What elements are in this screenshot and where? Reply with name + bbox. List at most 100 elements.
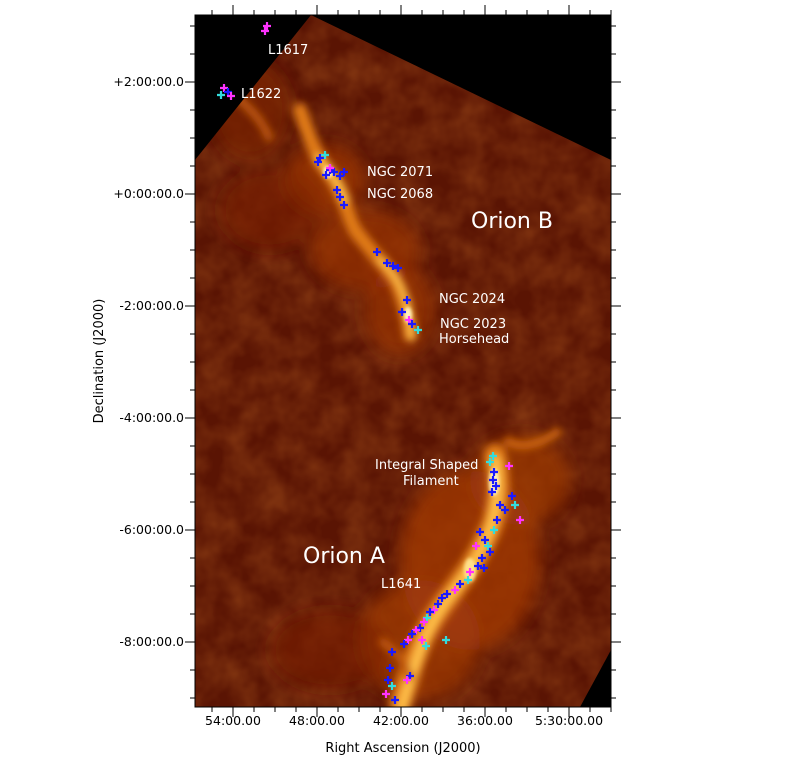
x-tick-label: 48:00.00: [289, 713, 345, 728]
yso-marker: [484, 542, 492, 550]
yso-marker: [488, 488, 496, 496]
yso-marker: [398, 308, 406, 316]
yso-marker: [496, 501, 504, 509]
yso-marker: [420, 618, 428, 626]
yso-marker: [486, 548, 494, 556]
yso-marker: [480, 564, 488, 572]
yso-marker: [263, 22, 271, 30]
yso-marker: [443, 590, 451, 598]
yso-marker: [493, 516, 501, 524]
y-tick-label: +0:00:00.0: [113, 186, 184, 201]
label-l1617: L1617: [268, 43, 308, 58]
yso-marker: [451, 586, 459, 594]
yso-marker: [326, 164, 334, 172]
yso-marker: [389, 262, 397, 270]
yso-marker: [261, 27, 269, 35]
yso-markers: [217, 22, 524, 704]
label-ngc-2071: NGC 2071: [367, 165, 433, 180]
yso-marker: [478, 554, 486, 562]
yso-marker: [501, 506, 509, 514]
yso-marker: [382, 690, 390, 698]
label-l1641: L1641: [381, 577, 421, 592]
yso-marker: [321, 151, 329, 159]
y-tick-labels: +2:00:00.0 +0:00:00.0 -2:00:00.0 -4:00:0…: [113, 74, 184, 649]
axis-ticks: [185, 5, 621, 717]
yso-marker: [227, 92, 235, 100]
yso-marker: [508, 492, 516, 500]
yso-marker: [438, 594, 446, 602]
y-tick-label: -6:00:00.0: [119, 522, 184, 537]
yso-marker: [412, 626, 420, 634]
yso-marker: [472, 542, 480, 550]
y-tick-label: -2:00:00.0: [119, 298, 184, 313]
yso-marker: [486, 458, 494, 466]
yso-marker: [394, 264, 402, 272]
yso-marker: [456, 580, 464, 588]
y-axis-title: Declination (J2000): [92, 299, 107, 424]
plot-frame: [194, 14, 612, 708]
yso-marker: [403, 296, 411, 304]
yso-marker: [336, 193, 344, 201]
dust-emission-map: [195, 15, 611, 707]
x-tick-label: 42:00.00: [373, 713, 429, 728]
yso-marker: [340, 201, 348, 209]
label-orion-b: Orion B: [471, 209, 553, 234]
x-tick-label: 36:00.00: [457, 713, 513, 728]
yso-marker: [474, 562, 482, 570]
label-ngc-2024: NGC 2024: [439, 292, 505, 307]
yso-marker: [505, 462, 513, 470]
yso-marker: [489, 452, 497, 460]
yso-marker: [466, 568, 474, 576]
yso-marker: [422, 642, 430, 650]
x-tick-label: 54:00.00: [205, 713, 261, 728]
yso-marker: [330, 168, 338, 176]
yso-marker: [426, 608, 434, 616]
yso-marker: [400, 640, 408, 648]
yso-marker: [384, 676, 392, 684]
yso-marker: [386, 664, 394, 672]
yso-marker: [476, 528, 484, 536]
yso-marker: [414, 326, 422, 334]
label-ngc-2023: NGC 2023: [440, 317, 506, 332]
yso-marker: [403, 676, 411, 684]
y-tick-label: -4:00:00.0: [119, 410, 184, 425]
yso-marker: [511, 501, 519, 509]
yso-marker: [383, 259, 391, 267]
x-tick-labels: 54:00.00 48:00.00 42:00.00 36:00.00 5:30…: [205, 713, 603, 728]
label-integral-shaped: Integral Shaped: [375, 458, 478, 473]
yso-marker: [408, 630, 416, 638]
label-orion-a: Orion A: [303, 544, 385, 569]
label-ngc-2068: NGC 2068: [367, 187, 433, 202]
yso-marker: [391, 696, 399, 704]
yso-marker: [489, 476, 497, 484]
yso-marker: [434, 600, 442, 608]
yso-marker: [322, 171, 330, 179]
yso-marker: [388, 682, 396, 690]
yso-marker: [340, 168, 348, 176]
yso-marker: [217, 91, 225, 99]
label-l1622: L1622: [241, 87, 281, 102]
label-filament: Filament: [403, 474, 459, 489]
region-labels: L1617 L1622 NGC 2071 NGC 2068 Orion B NG…: [241, 43, 553, 592]
yso-marker: [516, 516, 524, 524]
yso-marker: [418, 636, 426, 644]
yso-marker: [388, 648, 396, 656]
yso-marker: [373, 248, 381, 256]
yso-marker: [404, 636, 412, 644]
yso-marker: [490, 526, 498, 534]
yso-marker: [490, 468, 498, 476]
yso-marker: [442, 636, 450, 644]
y-tick-label: -8:00:00.0: [119, 634, 184, 649]
x-axis-title: Right Ascension (J2000): [325, 741, 480, 756]
label-horsehead: Horsehead: [439, 332, 509, 347]
yso-marker: [333, 186, 341, 194]
image-panel: L1617 L1622 NGC 2071 NGC 2068 Orion B NG…: [195, 15, 611, 707]
yso-marker: [314, 158, 322, 166]
yso-marker: [408, 320, 416, 328]
yso-marker: [481, 536, 489, 544]
yso-marker: [464, 576, 472, 584]
yso-marker: [336, 172, 344, 180]
yso-marker: [220, 84, 228, 92]
yso-marker: [492, 482, 500, 490]
